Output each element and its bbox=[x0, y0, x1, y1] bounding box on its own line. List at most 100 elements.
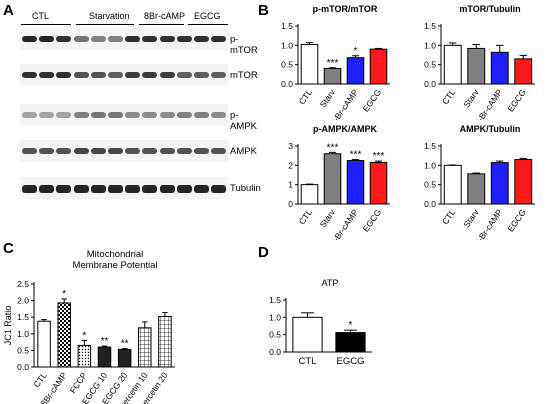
blot-band bbox=[90, 148, 106, 154]
blot-band bbox=[73, 36, 89, 42]
blot-group-ctl: CTL bbox=[32, 11, 50, 21]
blot-band bbox=[142, 36, 158, 42]
bar bbox=[97, 346, 112, 368]
x-tick-label: EGCG bbox=[505, 207, 528, 233]
x-tick-label: CTL bbox=[440, 207, 458, 226]
y-tick-label: 0.5 bbox=[269, 330, 281, 340]
y-tick-label: 1.5 bbox=[424, 21, 436, 31]
bar bbox=[369, 48, 388, 85]
blot-band bbox=[56, 72, 72, 78]
y-tick-label: 1.0 bbox=[269, 312, 281, 322]
panel-letter-c: C bbox=[3, 240, 14, 257]
y-tick-label: 0.0 bbox=[424, 199, 436, 209]
blot-band bbox=[108, 72, 123, 78]
blot-group-line-ctl bbox=[21, 24, 71, 25]
chart-title: p-mTOR/mTOR bbox=[313, 4, 378, 14]
blot-band bbox=[211, 72, 227, 78]
blot-band bbox=[90, 72, 106, 78]
panel-letter-a: A bbox=[3, 2, 14, 19]
x-tick-label: Starv bbox=[461, 87, 481, 110]
chart-title: ATP bbox=[322, 278, 339, 288]
y-tick-label: 3 bbox=[288, 141, 293, 151]
x-tick-label: EGCG bbox=[361, 207, 384, 233]
significance-label: * bbox=[62, 289, 66, 300]
bar bbox=[369, 161, 388, 205]
blot-band bbox=[73, 72, 89, 78]
blot-band bbox=[194, 72, 209, 78]
x-tick-label: EGCG bbox=[505, 87, 528, 113]
blot-label-p-ampk: p-AMPK bbox=[230, 110, 257, 132]
bar bbox=[158, 316, 172, 368]
blot-strip-p-mtor bbox=[20, 28, 228, 50]
blot-label-tubulin: Tubulin bbox=[230, 183, 261, 194]
y-tick-label: 0.5 bbox=[424, 60, 436, 70]
blot-group-line-8br bbox=[139, 24, 184, 25]
significance-label: ** bbox=[121, 338, 129, 349]
x-tick-label: Starv bbox=[318, 87, 338, 110]
y-tick-label: 1.0 bbox=[17, 329, 29, 339]
y-tick-label: 1.0 bbox=[281, 40, 293, 50]
western-blot-panel: CTL Starvation 8Br-cAMP EGCG p-mTOR mTOR… bbox=[0, 0, 261, 215]
bar bbox=[443, 44, 462, 85]
bar bbox=[490, 51, 509, 85]
x-tick-label: CTL bbox=[31, 370, 49, 389]
blot-band bbox=[73, 112, 89, 118]
y-tick-label: 1.5 bbox=[17, 312, 29, 322]
significance-label: *** bbox=[350, 150, 362, 161]
blot-band bbox=[159, 185, 175, 193]
bar bbox=[443, 164, 462, 205]
blot-band bbox=[56, 185, 72, 193]
y-tick-label: 0.0 bbox=[269, 347, 281, 357]
blot-band bbox=[159, 112, 175, 118]
blot-band bbox=[159, 72, 175, 78]
y-tick-label: 2.0 bbox=[17, 296, 29, 306]
blot-band bbox=[142, 148, 158, 154]
blot-band bbox=[39, 36, 55, 42]
bar bbox=[514, 159, 533, 205]
blot-band bbox=[194, 112, 209, 118]
blot-group-line-egcg bbox=[188, 24, 228, 25]
bar bbox=[467, 173, 486, 205]
x-tick-label: Starv bbox=[318, 207, 338, 230]
bar bbox=[300, 44, 319, 85]
blot-band bbox=[56, 112, 72, 118]
y-tick-label: 1.5 bbox=[424, 141, 436, 151]
y-tick-label: 0.0 bbox=[281, 79, 293, 89]
blot-band bbox=[194, 148, 209, 154]
blot-band bbox=[73, 148, 89, 154]
bar bbox=[467, 47, 486, 85]
x-tick-label: CTL bbox=[297, 207, 315, 226]
blot-band bbox=[39, 185, 55, 193]
bar bbox=[138, 327, 152, 368]
bar bbox=[300, 184, 319, 205]
x-tick-label: EGCG bbox=[337, 356, 365, 367]
significance-label: *** bbox=[373, 151, 385, 162]
y-tick-label: 1.5 bbox=[269, 295, 281, 305]
blot-band bbox=[108, 112, 123, 118]
chart-title: p-AMPK/AMPK bbox=[313, 124, 377, 134]
blot-band bbox=[176, 72, 192, 78]
y-tick-label: 1.5 bbox=[281, 21, 293, 31]
y-tick-label: 0.0 bbox=[424, 79, 436, 89]
bar bbox=[323, 68, 342, 85]
blot-band bbox=[125, 112, 141, 118]
blot-band bbox=[22, 36, 37, 42]
bar bbox=[514, 58, 533, 85]
blot-band bbox=[22, 112, 37, 118]
blot-group-8br-camp: 8Br-cAMP bbox=[144, 11, 186, 21]
blot-band bbox=[194, 185, 209, 193]
chart-title: mTOR/Tubulin bbox=[459, 4, 520, 14]
blot-band bbox=[176, 148, 192, 154]
significance-label: ** bbox=[101, 336, 109, 347]
blot-label-ampk: AMPK bbox=[230, 146, 257, 157]
x-tick-label: Starv bbox=[461, 207, 481, 230]
bar bbox=[117, 348, 132, 368]
blot-band bbox=[176, 36, 192, 42]
blot-band bbox=[142, 112, 158, 118]
blot-band bbox=[22, 72, 37, 78]
blot-label-p-mtor: p-mTOR bbox=[230, 34, 258, 56]
blot-strip-p-ampk bbox=[20, 104, 228, 126]
